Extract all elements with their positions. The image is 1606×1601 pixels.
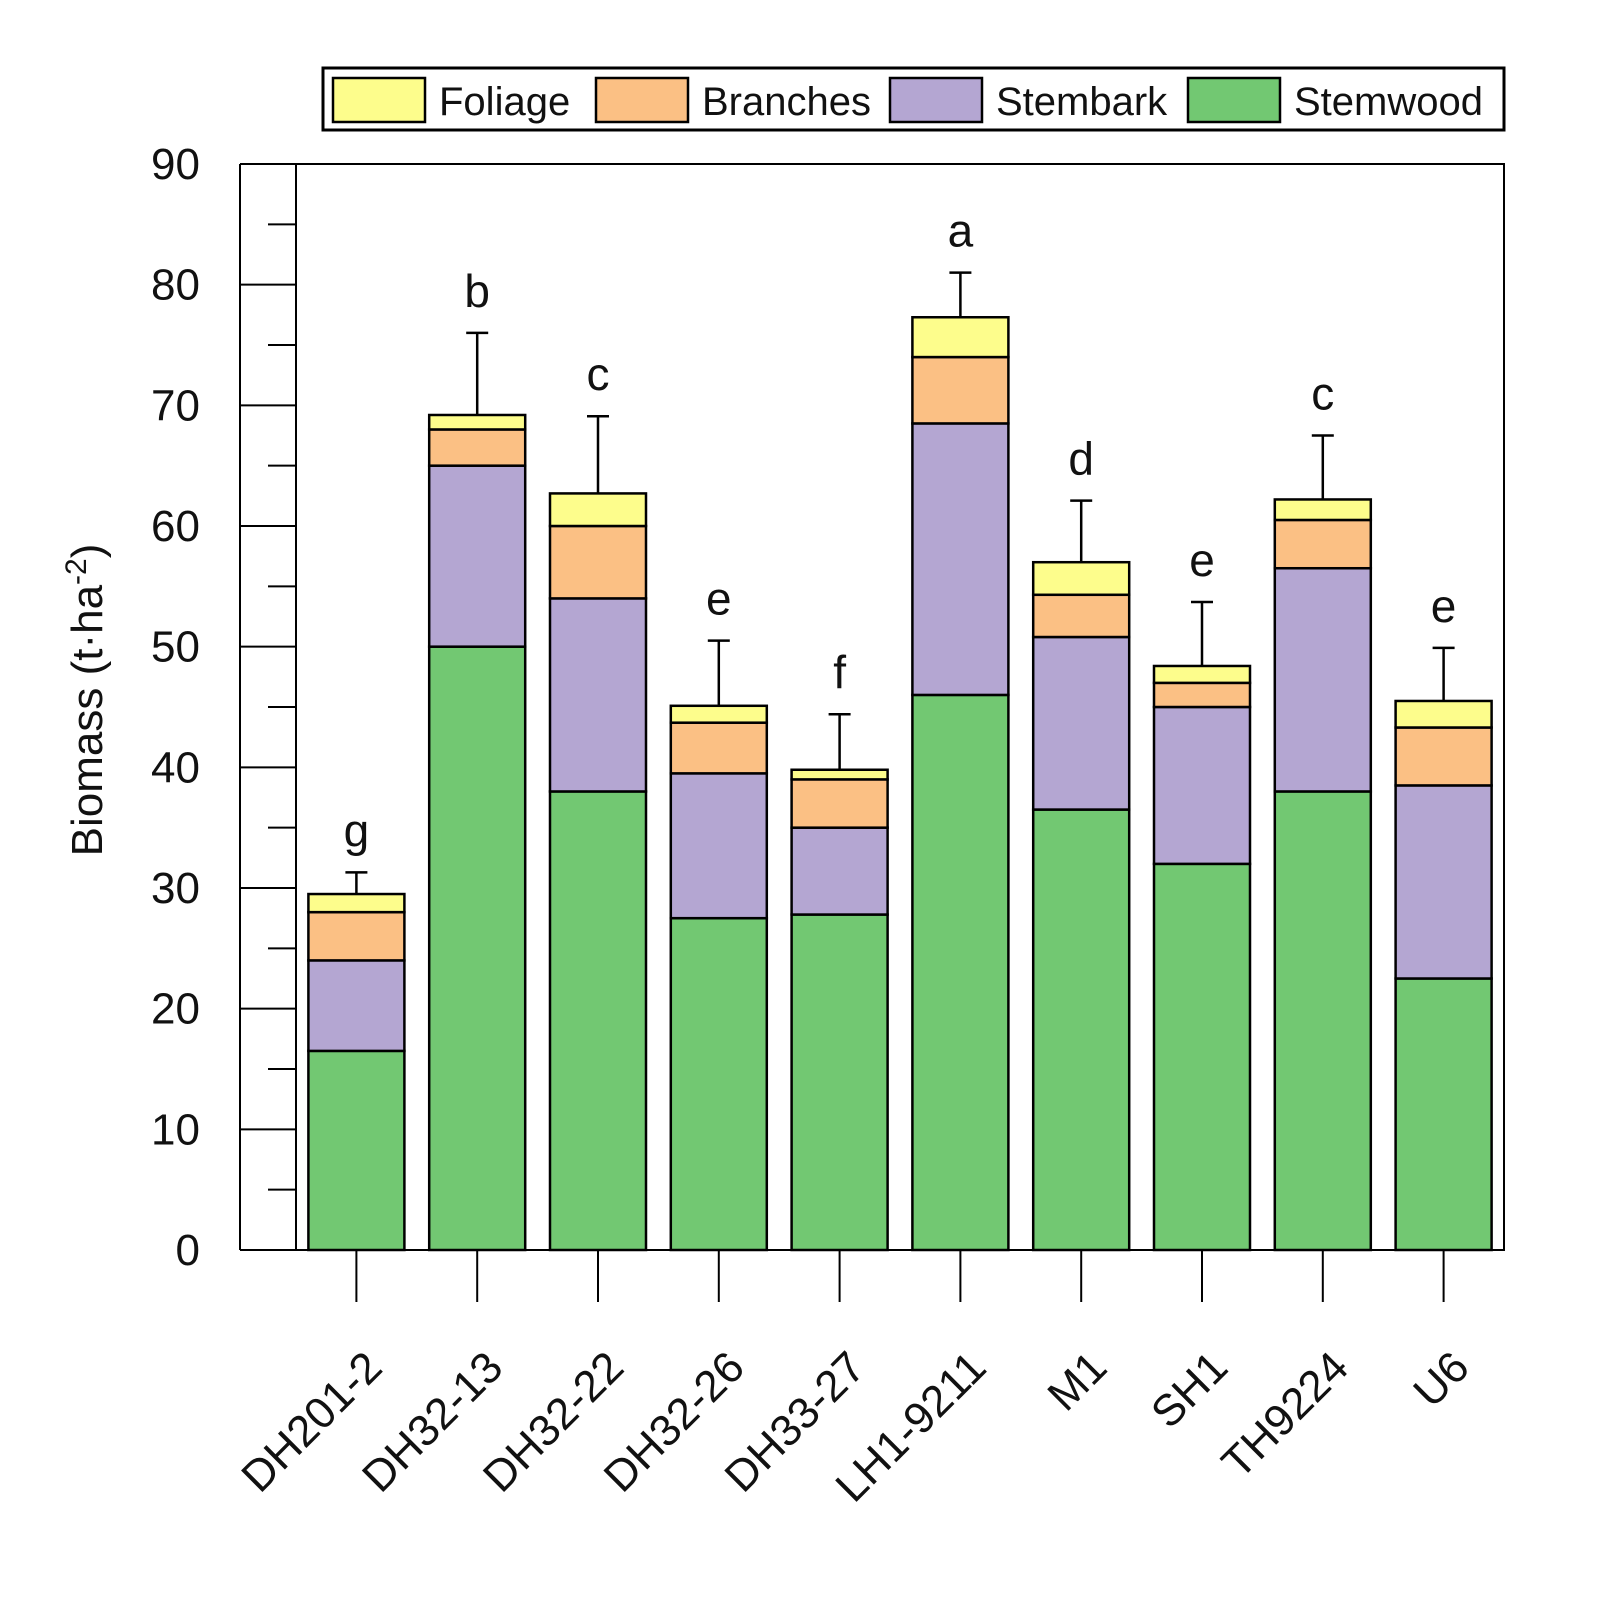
bar-segment-stemwood xyxy=(427,645,527,1252)
bar-segment-foliage xyxy=(669,704,769,724)
bar-segment-branches xyxy=(669,721,769,775)
bar-segment-branches xyxy=(1273,518,1373,570)
y-tick-label: 40 xyxy=(151,743,200,792)
x-axis: DH201-2DH32-13DH32-22DH32-26DH33-27LH1-9… xyxy=(232,1250,1479,1511)
bar-segment-stemwood xyxy=(911,693,1010,1252)
bar-segment-foliage xyxy=(307,892,406,914)
significance-letter: a xyxy=(948,205,974,257)
significance-letter: f xyxy=(833,646,846,698)
bar-segment-stembark xyxy=(669,772,769,920)
significance-letter: g xyxy=(344,804,370,856)
bar-segment-stemwood xyxy=(790,913,889,1252)
bar-segment-stembark xyxy=(1394,784,1493,980)
significance-letter: c xyxy=(1311,368,1334,420)
y-tick-label: 70 xyxy=(151,381,200,430)
significance-letter: c xyxy=(587,348,610,400)
x-tick-label: SH1 xyxy=(1142,1342,1237,1437)
legend-item-stemwood: Stemwood xyxy=(1186,76,1483,124)
bar-segment-branches xyxy=(1031,593,1131,639)
bar-group-m1: d xyxy=(1031,433,1131,1252)
legend-swatch-stembark xyxy=(888,76,984,124)
bar-segment-foliage xyxy=(1273,498,1373,522)
legend-swatch-foliage xyxy=(331,76,427,124)
y-axis-title-superscript: -2 xyxy=(60,558,93,585)
bar-group-dh32-22: c xyxy=(548,348,648,1252)
bar-segment-foliage xyxy=(1394,699,1493,729)
bar-segment-stemwood xyxy=(669,916,769,1252)
bar-group-dh201-2: g xyxy=(307,804,406,1252)
bar-segment-branches xyxy=(790,778,889,829)
y-tick-label: 10 xyxy=(151,1105,200,1154)
significance-letter: e xyxy=(706,573,732,625)
bar-segment-foliage xyxy=(790,768,889,781)
bar-segment-stemwood xyxy=(1031,808,1131,1252)
bar-segment-foliage xyxy=(1152,664,1252,685)
bar-group-sh1: e xyxy=(1152,534,1252,1252)
bar-segment-stembark xyxy=(911,422,1010,697)
y-axis-title-main: Biomass (t·ha xyxy=(63,584,112,856)
bar-segment-branches xyxy=(548,524,648,600)
legend-swatch-branches xyxy=(594,76,690,124)
y-tick-label: 80 xyxy=(151,261,200,310)
legend-label-stemwood: Stemwood xyxy=(1294,80,1483,124)
legend-swatch-stemwood xyxy=(1186,76,1282,124)
bar-segment-branches xyxy=(1152,681,1252,709)
x-tick-label: U6 xyxy=(1404,1342,1478,1416)
bar-segment-stembark xyxy=(307,959,406,1053)
y-tick-label: 0 xyxy=(176,1226,200,1275)
legend-item-foliage: Foliage xyxy=(331,76,570,124)
legend-label-branches: Branches xyxy=(702,80,871,124)
bar-segment-foliage xyxy=(548,492,648,528)
bar-group-lh1-9211: a xyxy=(911,205,1010,1252)
bar-segment-foliage xyxy=(1031,560,1131,597)
bar-segment-branches xyxy=(911,355,1010,425)
bar-segment-stemwood xyxy=(1394,977,1493,1252)
bar-segment-stembark xyxy=(548,597,648,793)
legend: Foliage Branches Stembark Stemwood xyxy=(321,66,1506,132)
bar-segment-foliage xyxy=(427,413,527,431)
bar-segment-stembark xyxy=(427,464,527,648)
bar-segment-branches xyxy=(427,428,527,467)
y-tick-label: 20 xyxy=(151,985,200,1034)
bar-group-th9224: c xyxy=(1273,368,1373,1252)
bar-segment-stemwood xyxy=(1152,862,1252,1252)
bar-group-u6: e xyxy=(1394,580,1493,1252)
y-axis: 0 10 20 30 40 50 60 70 80 90 xyxy=(151,140,296,1275)
bar-segment-stemwood xyxy=(548,790,648,1252)
significance-letter: d xyxy=(1068,433,1094,485)
bar-segment-stembark xyxy=(1031,635,1131,811)
bar-segment-stembark xyxy=(1273,566,1373,793)
bar-segment-stemwood xyxy=(1273,790,1373,1252)
significance-letter: b xyxy=(464,265,490,317)
bar-group-dh32-13: b xyxy=(427,265,527,1252)
bar-segment-branches xyxy=(307,910,406,962)
significance-letter: e xyxy=(1189,534,1215,586)
x-tick-label: M1 xyxy=(1038,1342,1116,1420)
legend-label-stembark: Stembark xyxy=(996,80,1168,124)
bar-segment-foliage xyxy=(911,315,1010,359)
y-axis-title-close: ) xyxy=(63,544,112,559)
bar-segment-stembark xyxy=(790,826,889,916)
x-tick-label: TH9224 xyxy=(1213,1342,1358,1487)
significance-letter: e xyxy=(1431,580,1457,632)
bar-group-dh33-27: f xyxy=(790,646,889,1252)
bar-group-dh32-26: e xyxy=(669,573,769,1252)
y-axis-title: Biomass (t·ha-2) xyxy=(60,544,112,857)
y-tick-label: 50 xyxy=(151,623,200,672)
legend-label-foliage: Foliage xyxy=(439,80,570,124)
bars: g b c e f a d e c e xyxy=(307,205,1493,1252)
legend-item-stembark: Stembark xyxy=(888,76,1168,124)
y-tick-label: 30 xyxy=(151,864,200,913)
y-tick-label: 60 xyxy=(151,502,200,551)
bar-segment-stembark xyxy=(1152,705,1252,866)
bar-segment-branches xyxy=(1394,726,1493,787)
bar-segment-stemwood xyxy=(307,1049,406,1252)
legend-item-branches: Branches xyxy=(594,76,871,124)
y-tick-label: 90 xyxy=(151,140,200,189)
